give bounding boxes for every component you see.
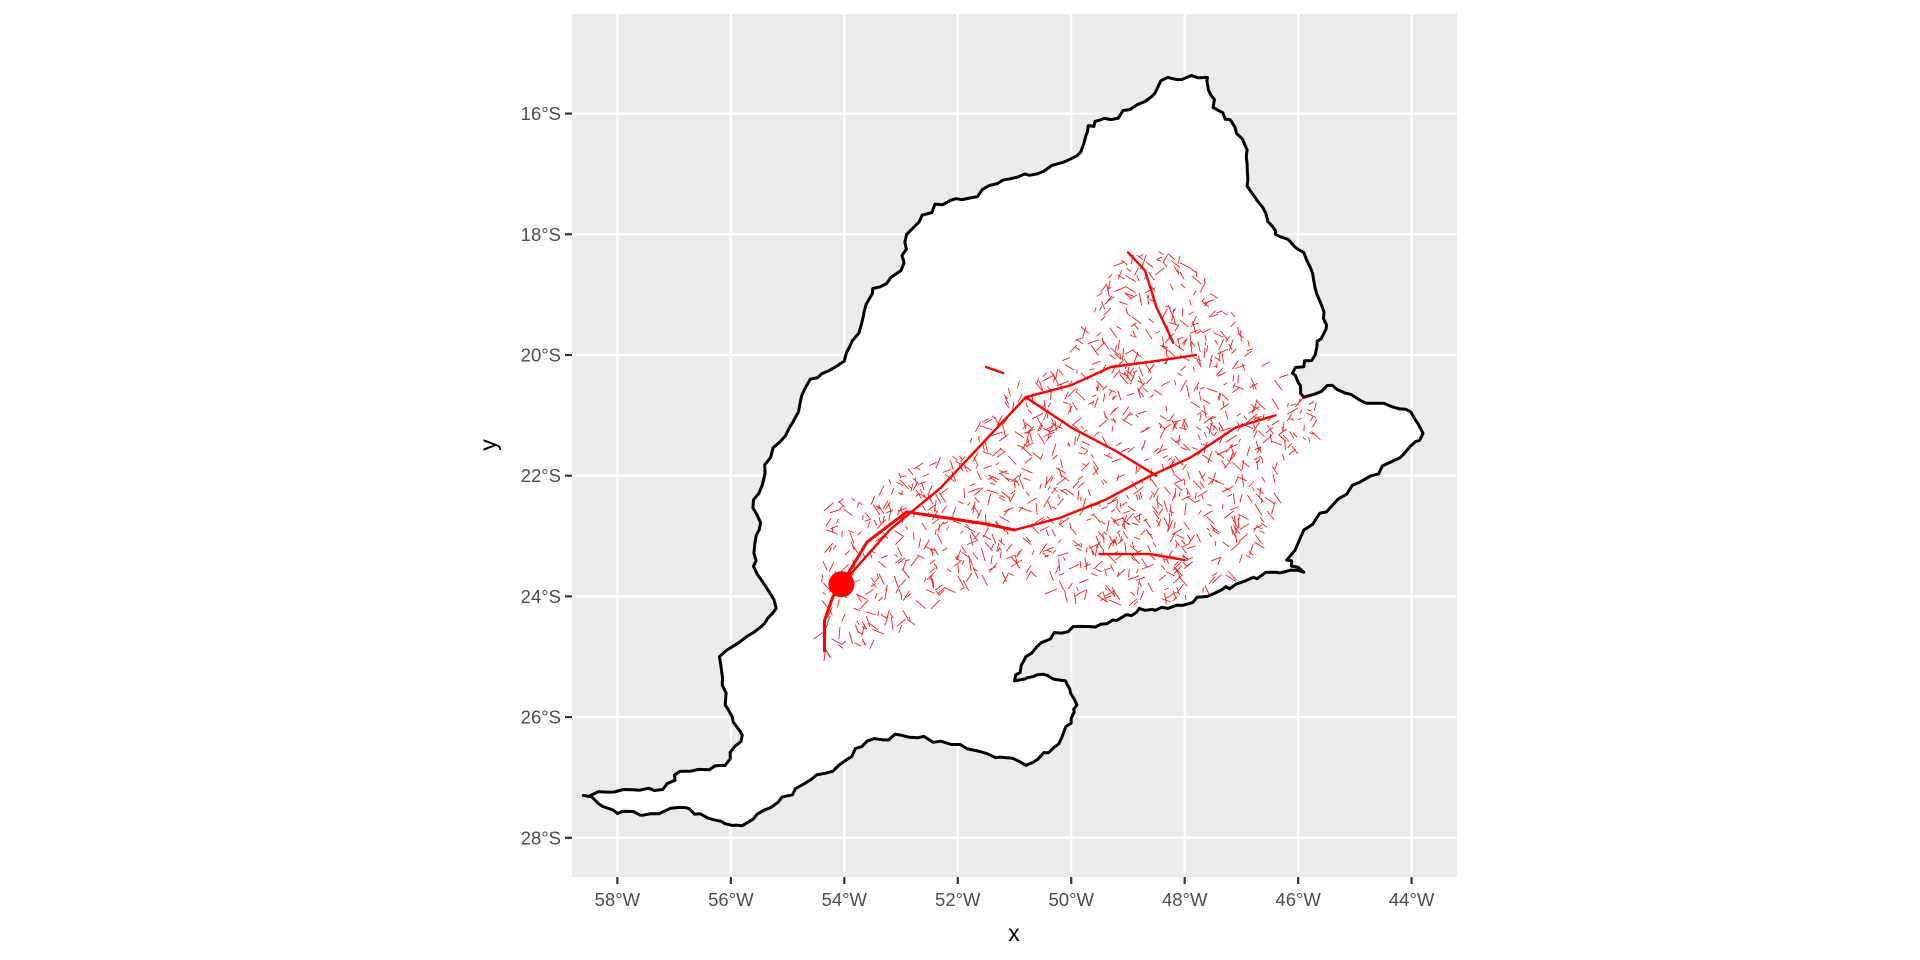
x-tick-label: 44°W bbox=[1389, 889, 1435, 910]
outlet-point bbox=[828, 571, 855, 598]
axes: 58°W 56°W 54°W 52°W 50°W 48°W 46°W 44°W 16°S 18°S… bbox=[521, 103, 1435, 910]
y-tick-label: 18°S bbox=[521, 224, 561, 245]
y-tick-label: 28°S bbox=[521, 827, 561, 848]
x-tick-label: 52°W bbox=[935, 889, 981, 910]
main-river bbox=[1024, 396, 1158, 477]
y-tick-label: 16°S bbox=[521, 103, 561, 124]
tributary-streams bbox=[813, 251, 1321, 662]
y-tick-label: 26°S bbox=[521, 707, 561, 728]
main-river bbox=[1013, 414, 1277, 532]
y-axis-title: y bbox=[475, 439, 501, 451]
x-tick-label: 56°W bbox=[708, 889, 754, 910]
y-tick-label: 24°S bbox=[521, 586, 561, 607]
main-river bbox=[1126, 251, 1175, 345]
x-tick-label: 46°W bbox=[1275, 889, 1321, 910]
river-network bbox=[813, 251, 1321, 662]
main-river bbox=[1098, 552, 1186, 562]
main-river bbox=[984, 365, 1005, 375]
x-tick-label: 58°W bbox=[595, 889, 641, 910]
x-tick-label: 48°W bbox=[1162, 889, 1208, 910]
x-tick-label: 50°W bbox=[1049, 889, 1095, 910]
x-tick-label: 54°W bbox=[822, 889, 868, 910]
main-river bbox=[840, 510, 1016, 586]
main-rivers bbox=[823, 251, 1277, 653]
y-tick-label: 20°S bbox=[521, 344, 561, 365]
y-tick-label: 22°S bbox=[521, 465, 561, 486]
x-axis-title: x bbox=[1008, 920, 1020, 946]
